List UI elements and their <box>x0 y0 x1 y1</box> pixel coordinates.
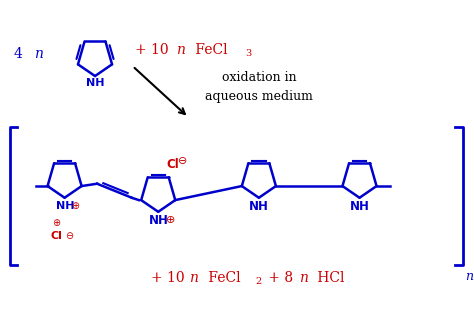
Text: ⊖: ⊖ <box>178 156 187 166</box>
Text: ⊕: ⊕ <box>52 218 60 228</box>
Text: oxidation in: oxidation in <box>221 71 296 84</box>
Text: ⊕: ⊕ <box>166 215 175 225</box>
Text: n: n <box>465 270 473 283</box>
Text: + 8: + 8 <box>264 270 297 285</box>
Text: FeCl: FeCl <box>191 43 228 57</box>
Text: FeCl: FeCl <box>204 270 240 285</box>
Text: Cl: Cl <box>166 158 179 171</box>
Text: NH: NH <box>149 214 169 227</box>
Text: NH: NH <box>86 78 104 88</box>
Text: HCl: HCl <box>313 270 344 285</box>
Text: + 10: + 10 <box>151 270 189 285</box>
Text: NH: NH <box>249 200 269 213</box>
Text: + 10: + 10 <box>135 43 173 57</box>
Text: 2: 2 <box>255 277 261 286</box>
Text: NH: NH <box>350 200 369 213</box>
Text: Cl: Cl <box>50 231 62 241</box>
Text: aqueous medium: aqueous medium <box>205 90 313 103</box>
Text: ⊖: ⊖ <box>65 231 73 241</box>
Text: 3: 3 <box>245 49 251 58</box>
Text: n: n <box>34 47 43 61</box>
Text: NH: NH <box>56 202 75 211</box>
Text: n: n <box>176 43 185 57</box>
Text: 4: 4 <box>14 47 27 61</box>
Text: n: n <box>299 270 308 285</box>
Text: ⊕: ⊕ <box>71 202 79 211</box>
Text: n: n <box>189 270 198 285</box>
